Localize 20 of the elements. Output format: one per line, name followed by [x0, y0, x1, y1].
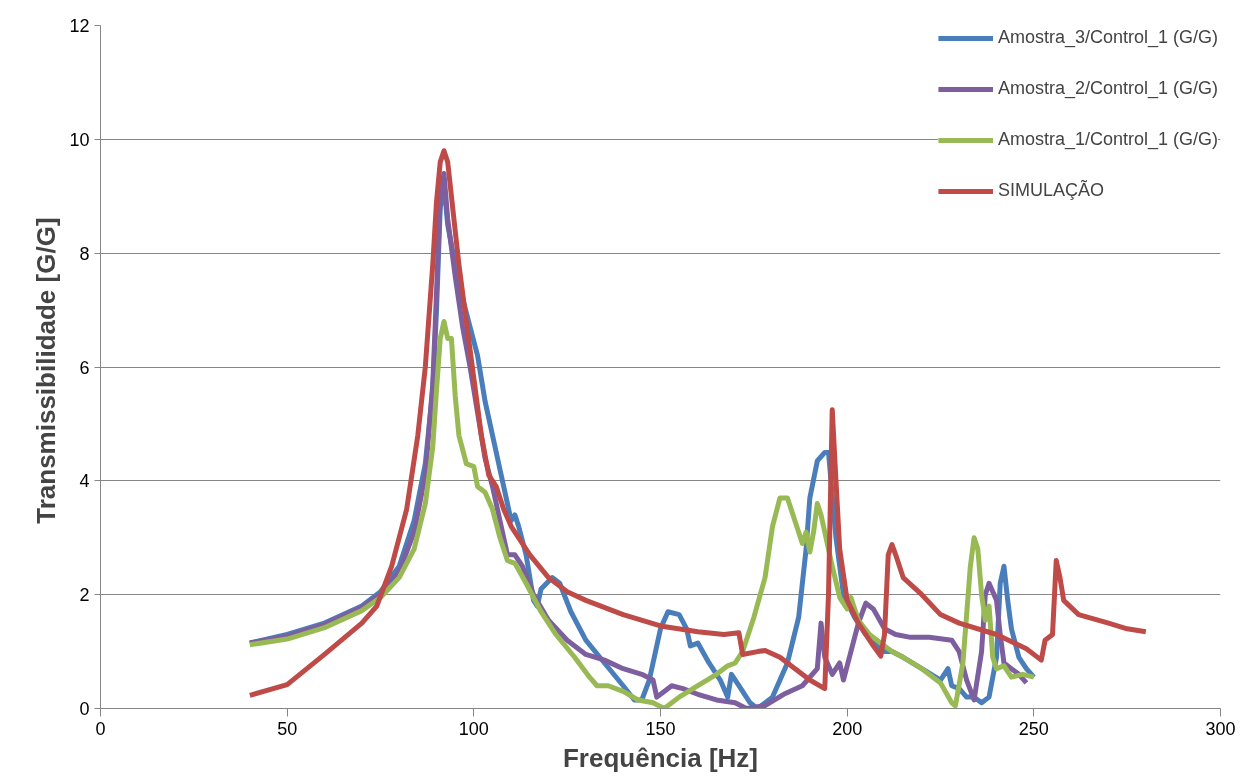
y-tick-label: 2	[79, 585, 90, 606]
y-tick-label: 0	[79, 699, 90, 719]
y-tick-label: 10	[69, 129, 90, 150]
legend-label: Amostra_1/Control_1 (G/G)	[997, 129, 1218, 150]
x-tick-label: 300	[1205, 718, 1236, 739]
x-tick-label: 0	[95, 718, 106, 739]
y-tick-label: 4	[79, 471, 90, 492]
legend-label: Amostra_2/Control_1 (G/G)	[997, 78, 1218, 99]
x-tick-label: 200	[832, 718, 863, 739]
y-tick-label: 12	[69, 16, 90, 36]
x-axis-title: Frequência [Hz]	[562, 742, 759, 773]
y-axis-title: Transmissibilidade [G/G]	[31, 217, 62, 524]
y-tick-label: 6	[79, 357, 90, 378]
x-tick-label: 100	[458, 718, 489, 739]
legend-label: Amostra_3/Control_1 (G/G)	[997, 27, 1218, 48]
y-tick-label: 8	[79, 243, 90, 264]
x-tick-label: 50	[277, 718, 298, 739]
x-tick-label: 250	[1018, 718, 1049, 739]
legend-label: SIMULAÇÃO	[997, 180, 1104, 201]
x-tick-label: 150	[645, 718, 676, 739]
